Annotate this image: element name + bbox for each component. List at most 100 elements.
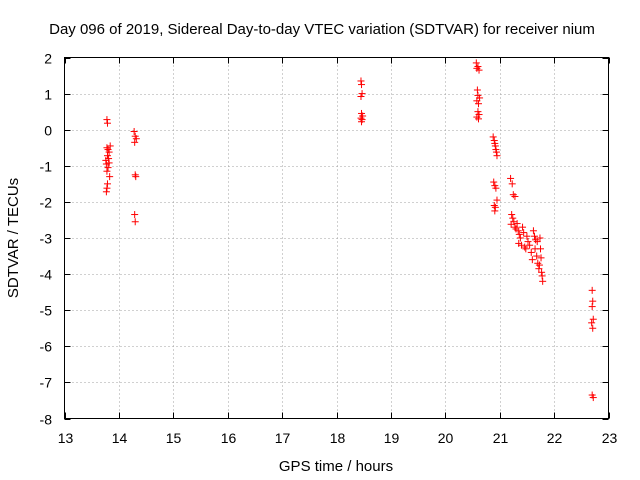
data-point — [589, 315, 597, 323]
data-point — [103, 180, 111, 188]
y-tick-label: -5 — [40, 303, 53, 319]
data-point — [358, 81, 366, 89]
data-point — [104, 164, 112, 172]
data-point — [357, 92, 365, 100]
y-tick-label: -8 — [40, 412, 53, 428]
data-point — [538, 268, 546, 276]
data-point — [475, 66, 483, 74]
data-point — [517, 241, 525, 249]
data-point — [490, 202, 498, 210]
grid-lines — [64, 57, 609, 419]
data-point — [519, 223, 527, 231]
data-point — [103, 152, 111, 160]
y-tick-label: 2 — [44, 51, 52, 67]
y-tick-label: -6 — [40, 339, 53, 355]
y-axis-ticks: 2 1 0 -1 -2 -3 -4 -5 -6 -7 -8 — [40, 51, 609, 428]
y-tick-label: -7 — [40, 375, 53, 391]
data-point — [105, 148, 113, 156]
data-point — [521, 243, 529, 251]
data-point — [589, 324, 597, 332]
data-point — [106, 142, 114, 150]
data-point — [535, 265, 543, 273]
data-point — [529, 227, 537, 235]
data-point — [473, 86, 481, 94]
data-point — [527, 248, 535, 256]
data-point — [357, 77, 365, 85]
y-tick-label: -3 — [40, 231, 53, 247]
data-point — [358, 90, 366, 98]
data-point — [511, 223, 519, 231]
data-point — [533, 252, 541, 260]
data-point — [508, 180, 516, 188]
data-point — [130, 128, 138, 136]
data-point — [536, 234, 544, 242]
data-point — [515, 230, 523, 238]
data-point — [522, 245, 530, 253]
data-point — [589, 394, 597, 402]
data-point — [532, 236, 540, 244]
data-point — [533, 238, 541, 246]
data-point — [106, 173, 114, 181]
data-point — [528, 256, 536, 264]
data-point — [491, 207, 499, 215]
x-axis-label: GPS time / hours — [279, 458, 393, 475]
data-point — [516, 234, 524, 242]
data-point — [507, 220, 515, 228]
data-point — [491, 203, 499, 211]
data-point — [508, 211, 516, 219]
data-point — [358, 118, 366, 126]
x-tick-label: 16 — [221, 430, 237, 446]
data-point — [102, 188, 110, 196]
data-point — [537, 254, 545, 262]
data-point — [538, 272, 546, 280]
data-point — [520, 229, 528, 237]
data-point — [103, 119, 111, 127]
data-point — [103, 144, 111, 152]
data-point — [588, 286, 596, 294]
data-point — [474, 63, 482, 71]
data-point — [489, 133, 497, 141]
data-point — [473, 113, 481, 121]
data-point — [526, 241, 534, 249]
data-point — [131, 218, 139, 226]
x-axis-ticks: 13 14 15 16 17 18 19 20 21 22 23 — [58, 57, 617, 446]
data-point — [588, 319, 596, 327]
x-tick-label: 17 — [275, 430, 291, 446]
x-tick-label: 19 — [384, 430, 400, 446]
y-tick-label: 0 — [44, 123, 52, 139]
data-point — [357, 114, 365, 122]
data-point — [531, 245, 539, 253]
data-point — [509, 214, 517, 222]
y-tick-label: -2 — [40, 195, 53, 211]
data-point — [513, 220, 521, 228]
data-point — [131, 138, 139, 146]
data-point — [511, 192, 519, 200]
y-axis-label: SDTVAR / TECUs — [5, 178, 22, 298]
chart-title: Day 096 of 2019, Sidereal Day-to-day VTE… — [49, 21, 595, 38]
data-point — [509, 191, 517, 199]
data-point — [492, 148, 500, 156]
data-point — [493, 196, 501, 204]
data-point — [491, 142, 499, 150]
data-point — [103, 167, 111, 175]
data-point — [493, 152, 501, 160]
data-point — [131, 171, 139, 179]
x-tick-label: 13 — [58, 430, 74, 446]
data-points — [102, 59, 597, 402]
data-point — [492, 184, 500, 192]
data-point — [474, 108, 482, 116]
data-point — [490, 137, 498, 145]
data-point — [131, 211, 139, 219]
x-tick-label: 21 — [493, 430, 509, 446]
data-point — [132, 135, 140, 143]
data-point — [105, 159, 113, 167]
data-point — [535, 261, 543, 269]
data-point — [474, 100, 482, 108]
data-point — [524, 238, 532, 246]
x-tick-label: 22 — [547, 430, 563, 446]
x-tick-label: 15 — [166, 430, 182, 446]
y-tick-label: -1 — [40, 159, 53, 175]
data-point — [589, 297, 597, 305]
y-tick-label: -4 — [40, 267, 53, 283]
